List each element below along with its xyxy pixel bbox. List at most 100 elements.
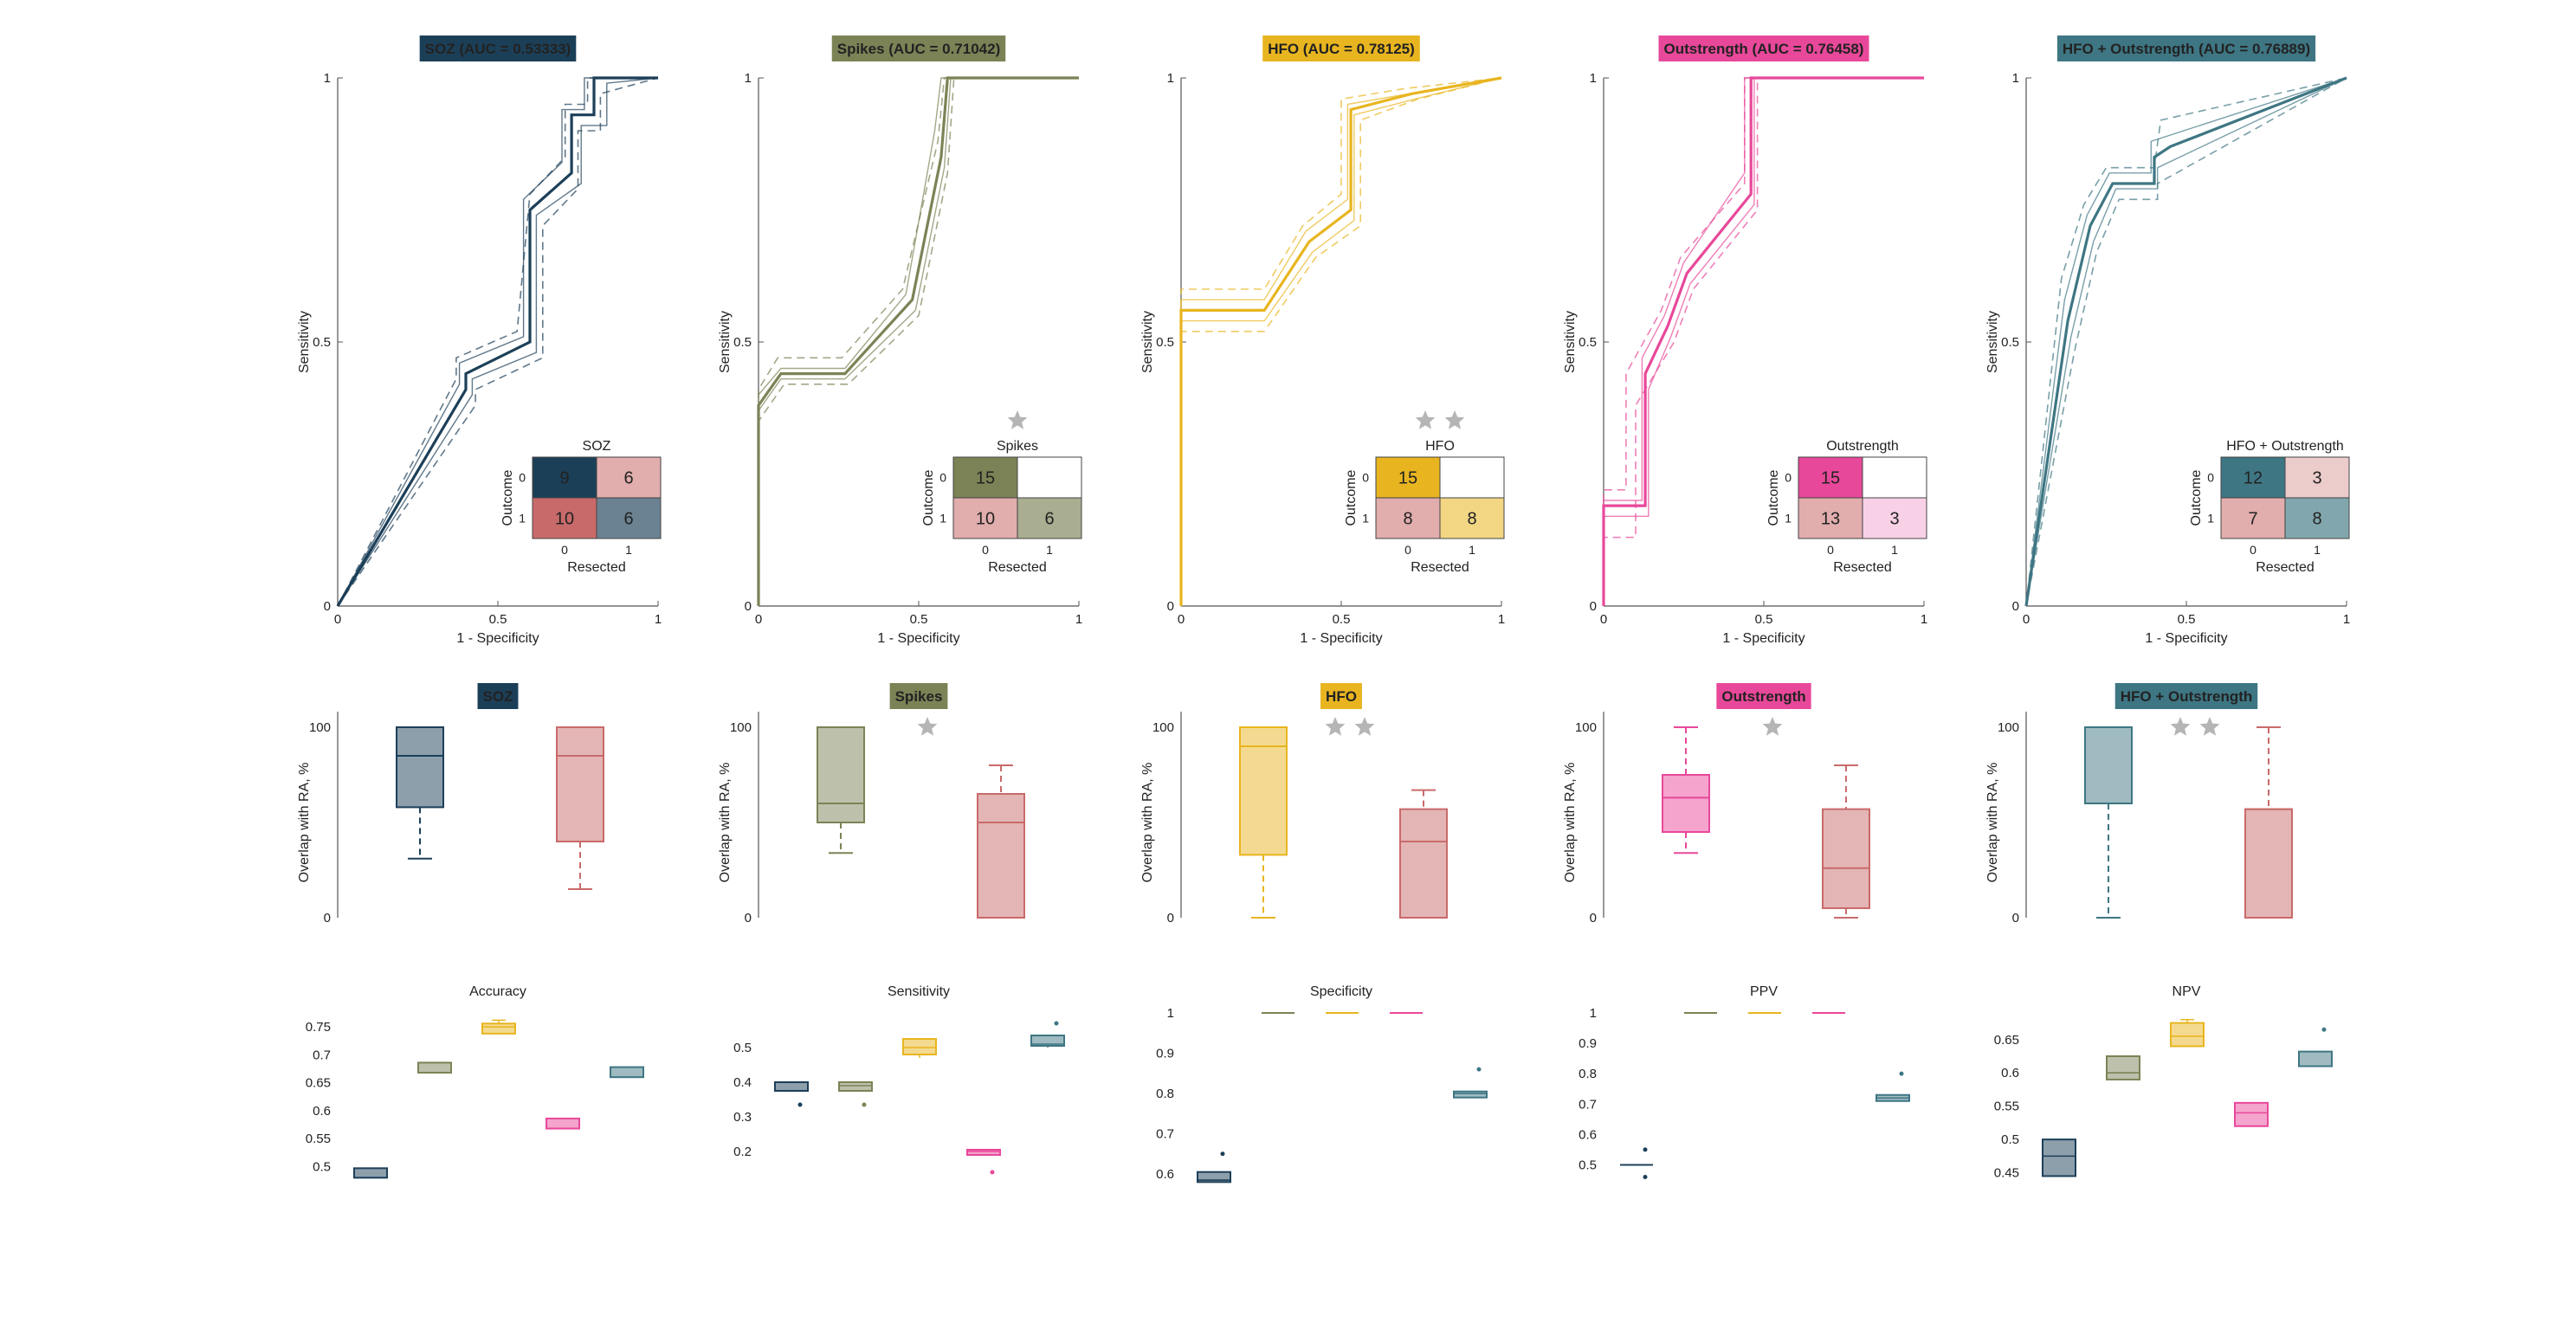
y-tick-label: 0: [2012, 599, 2019, 614]
inset-y-label: Outcome: [500, 469, 515, 526]
box-good: [1662, 726, 1710, 855]
matrix-value: 3: [1889, 510, 1899, 529]
matrix-value: 10: [976, 510, 995, 529]
box-iqr: [2170, 1022, 2205, 1048]
box-good: [1239, 726, 1288, 919]
metric-box-4: [610, 1066, 644, 1079]
x-tick-label: 1: [1075, 612, 1082, 627]
y-axis-label: Sensitivity: [1985, 311, 2000, 373]
inset-x-label: Resected: [988, 560, 1047, 575]
box-iqr: [481, 1022, 516, 1035]
roc-series-mean-0: [1602, 76, 1924, 606]
matrix-cell: [1862, 456, 1927, 499]
matrix-cell: [1017, 497, 1082, 539]
roc-series-dashed-1: [1180, 77, 1502, 606]
y-tick-label: 0.6: [313, 1104, 331, 1119]
inset-x-label: Resected: [1411, 560, 1469, 575]
matrix-cell: [596, 456, 662, 499]
y-axis-label: Sensitivity: [1140, 311, 1155, 373]
matrix-value: 15: [1821, 469, 1840, 488]
y-tick-label: 0.5: [733, 335, 752, 350]
box-iqr: [2244, 808, 2293, 919]
metric-title: Sensitivity: [888, 984, 950, 999]
box-iqr: [353, 1167, 388, 1179]
y-tick-label: 0: [745, 599, 752, 614]
y-tick-label: 0: [1590, 911, 1597, 925]
roc-series-dashed-1: [2025, 77, 2347, 607]
box-iqr: [1030, 1035, 1065, 1047]
y-tick-label: 100: [1152, 720, 1174, 735]
metric-box-0: [1197, 1151, 1231, 1183]
metric-box-4: [1030, 1021, 1065, 1048]
metric-box-2: [481, 1019, 516, 1035]
significance-star: [1354, 717, 1375, 736]
roc-title: HFO + Outstrength (AUC = 0.76889): [2056, 35, 2316, 61]
inset-x-tick: 0: [561, 543, 568, 557]
overlap-title-bg: [2114, 683, 2258, 709]
y-axis-label: Overlap with RA, %: [1140, 763, 1155, 883]
roc-series-thin-4: [758, 77, 1079, 606]
roc-series-thin-4: [2025, 77, 2347, 607]
roc-series-dashed-2: [758, 77, 1079, 606]
outlier-point: [1054, 1021, 1059, 1026]
roc-title: Outstrength (AUC = 0.76458): [1658, 35, 1869, 61]
roc-series-thin-4: [1180, 77, 1502, 606]
matrix-cell: [2284, 456, 2350, 499]
metric-panel-0: Accuracy 0.5 0.55 0.6 0.65 0.7 0.75: [306, 984, 644, 1179]
matrix-value: 15: [976, 469, 995, 488]
roc-title-text: HFO (AUC = 0.78125): [1268, 41, 1415, 57]
inset-y-label: Outcome: [2189, 469, 2204, 526]
box-iqr: [2042, 1138, 2076, 1177]
y-tick-label: 0.4: [733, 1075, 752, 1090]
y-tick-label: 0.65: [306, 1076, 331, 1091]
matrix-cell: [1439, 456, 1505, 499]
outlier-point: [1643, 1147, 1648, 1152]
inset-x-tick: 0: [982, 543, 989, 557]
y-tick-label: 0.7: [1156, 1127, 1174, 1142]
y-tick-label: 1: [324, 71, 331, 86]
significance-star: [917, 717, 938, 736]
box-iqr: [1822, 808, 1870, 909]
y-tick-label: 0.8: [1156, 1087, 1174, 1101]
metric-title: Specificity: [1310, 984, 1372, 999]
y-tick-label: 100: [1575, 720, 1597, 735]
box-iqr: [417, 1061, 452, 1074]
matrix-cell: [1798, 497, 1863, 539]
roc-series-dashed-2: [1603, 77, 1924, 606]
x-axis-label: 1 - Specificity: [456, 631, 539, 646]
box-iqr: [817, 726, 865, 823]
y-tick-label: 100: [1998, 720, 2019, 735]
metric-title: Accuracy: [469, 984, 526, 999]
metric-panel-2: Specificity 0.6 0.7 0.8 0.9 1: [1156, 984, 1488, 1183]
y-tick-label: 0: [745, 911, 752, 925]
matrix-cell: [1017, 456, 1082, 499]
metric-panel-4: NPV 0.45 0.5 0.55 0.6 0.65: [1994, 984, 2333, 1181]
box-iqr: [838, 1081, 873, 1092]
metric-title: PPV: [1750, 984, 1778, 999]
matrix-cell: [1439, 497, 1505, 539]
inset-x-tick: 1: [1046, 543, 1053, 557]
x-axis-label: 1 - Specificity: [2145, 631, 2227, 646]
roc-title: HFO (AUC = 0.78125): [1262, 35, 1420, 61]
y-tick-label: 0: [1167, 911, 1174, 925]
box-iqr: [1662, 774, 1710, 833]
metric-box-3: [966, 1149, 1001, 1175]
roc-title-text: Spikes (AUC = 0.71042): [837, 41, 1001, 57]
overlap-title-bg: [1320, 683, 1362, 709]
box-iqr: [2106, 1055, 2140, 1080]
box-iqr: [1399, 808, 1448, 919]
y-tick-label: 1: [1590, 1006, 1597, 1021]
y-tick-label: 100: [309, 720, 331, 735]
x-tick-label: 0: [755, 612, 762, 627]
y-tick-label: 0.3: [733, 1110, 752, 1125]
roc-series-dashed-2: [337, 77, 659, 607]
matrix-value: 6: [623, 510, 633, 529]
metric-panel-1: Sensitivity 0.2 0.3 0.4 0.5: [733, 984, 1065, 1175]
y-tick-label: 0.55: [1994, 1100, 2019, 1114]
y-tick-label: 0.5: [313, 335, 331, 350]
